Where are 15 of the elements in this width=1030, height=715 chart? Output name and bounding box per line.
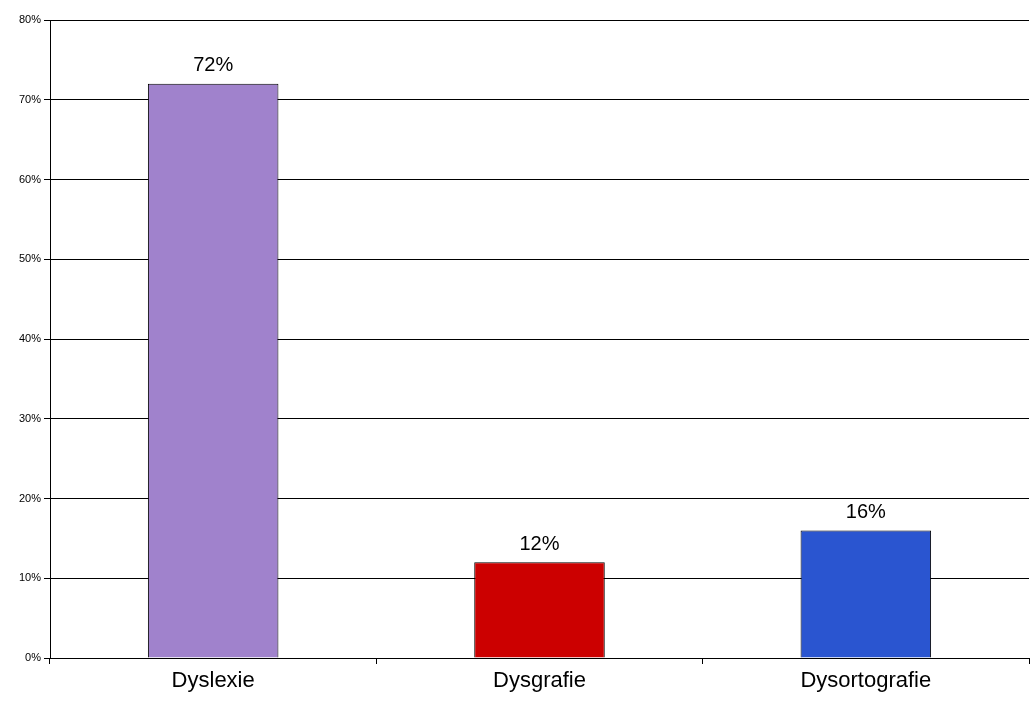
data-label: 16% [845,499,887,522]
y-tick-label: 20% [18,491,42,504]
data-label: 12% [519,531,560,554]
y-tick-label: 40% [18,332,42,345]
y-tick-label: 0% [25,651,42,664]
y-tick-label: 50% [18,252,42,265]
y-tick-label: 10% [18,571,42,584]
x-tick-label: Dysgrafie [493,667,586,693]
y-tick-label: 30% [18,411,42,424]
x-tick-label: Dysortografie [800,667,932,693]
x-tick-label: Dyslexie [171,667,255,693]
data-label: 72% [193,53,234,76]
y-tick-label: 70% [18,92,42,105]
y-tick-label: 60% [18,172,42,185]
y-tick-label: 80% [18,13,42,26]
